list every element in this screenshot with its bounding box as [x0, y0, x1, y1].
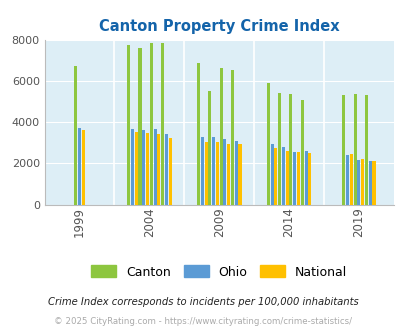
Bar [274, 148, 277, 205]
Bar [356, 160, 360, 205]
Bar [345, 155, 348, 205]
Bar [146, 133, 149, 205]
Bar [74, 66, 77, 205]
Text: Crime Index corresponds to incidents per 100,000 inhabitants: Crime Index corresponds to incidents per… [47, 297, 358, 307]
Bar [307, 153, 311, 205]
Bar [223, 139, 226, 205]
Bar [292, 152, 296, 205]
Bar [82, 130, 85, 205]
Bar [353, 94, 356, 205]
Title: Canton Property Crime Index: Canton Property Crime Index [99, 19, 339, 34]
Bar [168, 138, 171, 205]
Bar [234, 141, 237, 205]
Bar [341, 95, 345, 205]
Bar [149, 43, 152, 205]
Bar [371, 161, 375, 205]
Bar [289, 94, 292, 205]
Bar [130, 129, 134, 205]
Bar [196, 63, 200, 205]
Bar [204, 142, 207, 205]
Bar [134, 132, 137, 205]
Bar [360, 159, 363, 205]
Bar [161, 43, 164, 205]
Bar [142, 130, 145, 205]
Text: © 2025 CityRating.com - https://www.cityrating.com/crime-statistics/: © 2025 CityRating.com - https://www.city… [54, 317, 351, 326]
Bar [368, 161, 371, 205]
Legend: Canton, Ohio, National: Canton, Ohio, National [86, 260, 351, 283]
Bar [215, 142, 218, 205]
Bar [304, 151, 307, 205]
Bar [226, 144, 230, 205]
Bar [211, 137, 215, 205]
Bar [270, 144, 273, 205]
Bar [219, 69, 222, 205]
Bar [296, 152, 299, 205]
Bar [208, 91, 211, 205]
Bar [281, 147, 284, 205]
Bar [78, 128, 81, 205]
Bar [138, 48, 141, 205]
Bar [127, 45, 130, 205]
Bar [349, 154, 352, 205]
Bar [157, 135, 160, 205]
Bar [300, 100, 303, 205]
Bar [266, 83, 269, 205]
Bar [230, 70, 233, 205]
Bar [153, 129, 156, 205]
Bar [285, 151, 288, 205]
Bar [200, 137, 203, 205]
Bar [238, 144, 241, 205]
Bar [364, 95, 367, 205]
Bar [277, 93, 281, 205]
Bar [164, 135, 168, 205]
